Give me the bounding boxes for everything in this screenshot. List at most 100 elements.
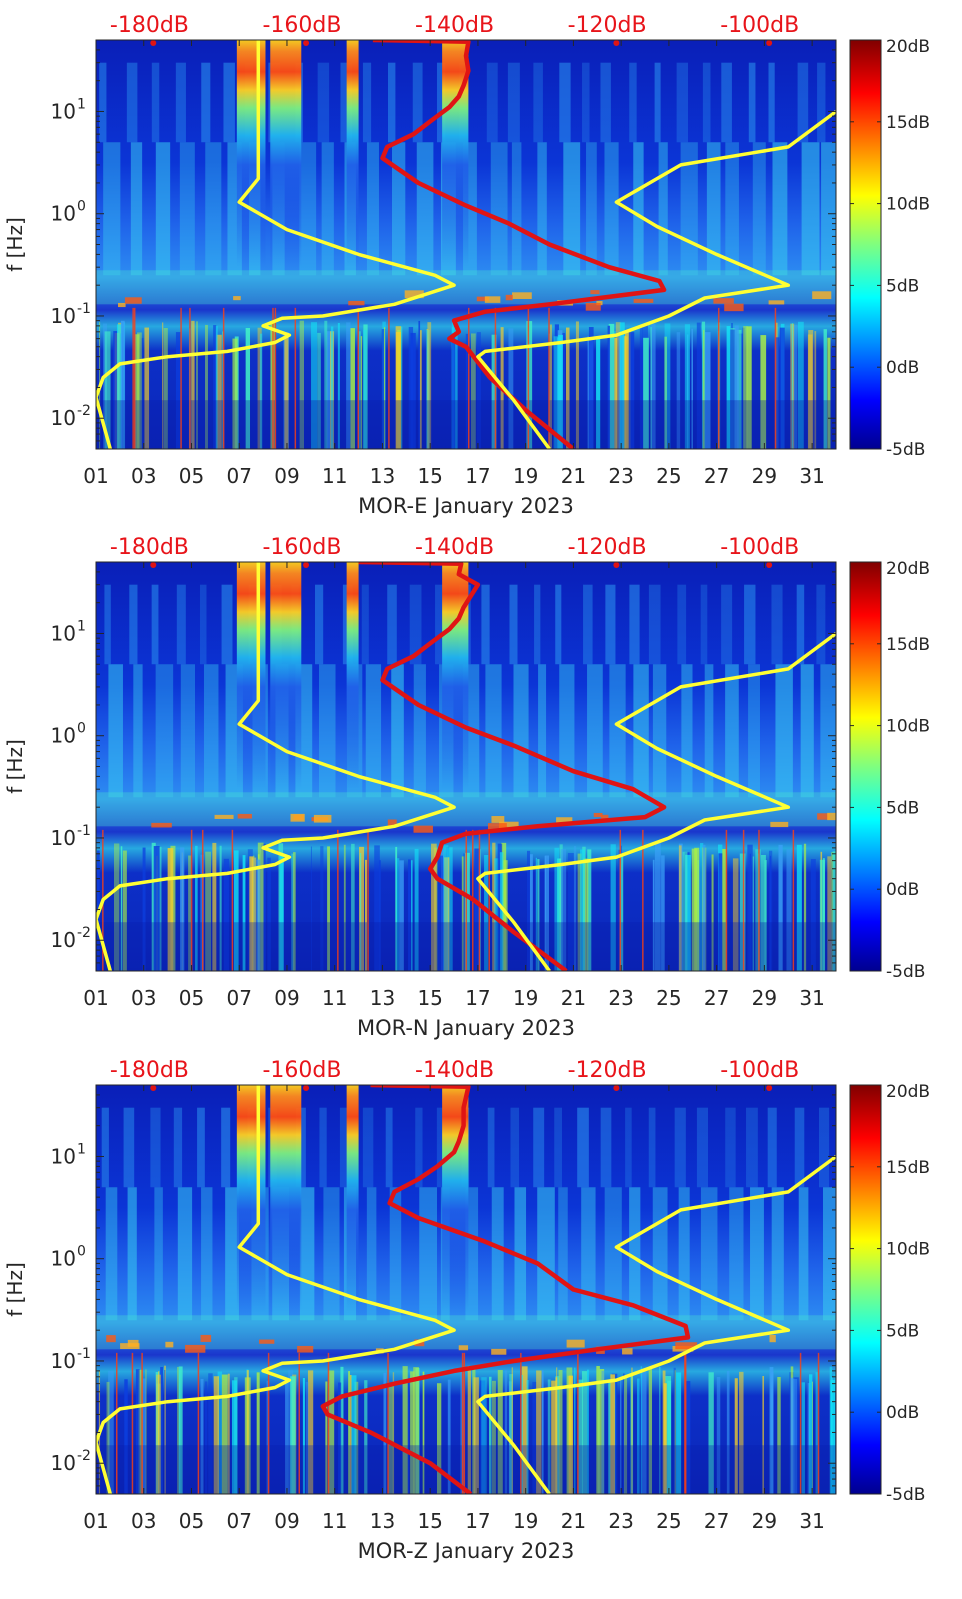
top-db-label: -100dB	[720, 13, 799, 38]
y-tick-exponent: -2	[77, 925, 91, 941]
y-tick-label: 10	[51, 826, 76, 850]
series-line-yellow-noise-model-high	[476, 110, 836, 449]
top-db-label: -100dB	[720, 1058, 799, 1083]
x-tick-label: 27	[704, 986, 729, 1010]
high-energy-band	[442, 562, 469, 790]
x-tick-label: 25	[656, 464, 681, 488]
series-line-yellow-noise-model-low	[96, 562, 456, 971]
x-tick-label: 31	[799, 986, 824, 1010]
colorbar-tick-label: 20dB	[886, 1082, 930, 1102]
x-tick-label: 13	[370, 1509, 395, 1533]
high-energy-band	[442, 40, 469, 268]
y-tick-exponent: -2	[77, 1448, 91, 1464]
top-db-label: -180dB	[110, 1058, 189, 1083]
x-axis-label: MOR-N January 2023	[357, 1016, 575, 1040]
y-tick-exponent: 0	[77, 721, 86, 737]
y-tick-exponent: -2	[77, 403, 91, 419]
x-tick-label: 27	[704, 464, 729, 488]
top-db-label: -180dB	[110, 535, 189, 560]
colorbar-tick-label: 5dB	[886, 798, 919, 818]
x-tick-label: 25	[656, 986, 681, 1010]
high-energy-band	[236, 562, 266, 790]
x-tick-label: 05	[179, 986, 204, 1010]
colorbar-tick-label: 10dB	[886, 717, 930, 737]
x-tick-label: 01	[83, 986, 108, 1010]
top-marker	[613, 562, 620, 568]
x-tick-label: 05	[179, 1509, 204, 1533]
y-axis-label: f [Hz]	[3, 1262, 27, 1317]
top-db-label: -140dB	[415, 13, 494, 38]
top-marker	[766, 1085, 773, 1091]
heatmap-texture	[96, 562, 836, 971]
x-tick-label: 11	[322, 1509, 347, 1533]
x-tick-label: 07	[226, 1509, 251, 1533]
high-energy-band	[346, 40, 359, 268]
colorbar-tick-label: 5dB	[886, 1321, 919, 1341]
colorbar-tick-label: 0dB	[886, 880, 919, 900]
x-tick-label: 15	[417, 464, 442, 488]
y-axis-label: f [Hz]	[3, 217, 27, 272]
top-db-label: -120dB	[568, 535, 647, 560]
colorbar	[849, 1084, 882, 1495]
y-tick-exponent: 1	[77, 618, 86, 634]
y-tick-label: 10	[51, 1451, 76, 1475]
x-tick-label: 19	[513, 986, 538, 1010]
colorbar	[849, 561, 882, 972]
x-tick-label: 21	[561, 464, 586, 488]
x-tick-label: 27	[704, 1509, 729, 1533]
colorbar-tick-label: 20dB	[886, 559, 930, 579]
x-tick-label: 15	[417, 986, 442, 1010]
x-tick-label: 09	[274, 986, 299, 1010]
top-marker	[766, 562, 773, 568]
x-tick-label: 17	[465, 1509, 490, 1533]
x-axis-label: MOR-Z January 2023	[358, 1539, 575, 1563]
x-tick-label: 05	[179, 464, 204, 488]
x-tick-label: 29	[752, 464, 777, 488]
x-tick-label: 19	[513, 1509, 538, 1533]
top-db-label: -180dB	[110, 13, 189, 38]
top-db-label: -160dB	[262, 1058, 341, 1083]
x-tick-label: 17	[465, 986, 490, 1010]
top-marker	[613, 1085, 620, 1091]
x-tick-label: 03	[131, 1509, 156, 1533]
x-tick-label: 17	[465, 464, 490, 488]
x-tick-label: 29	[752, 1509, 777, 1533]
x-tick-label: 01	[83, 1509, 108, 1533]
x-tick-label: 31	[799, 464, 824, 488]
colorbar-tick-label: 0dB	[886, 358, 919, 378]
y-axis-label: f [Hz]	[3, 739, 27, 794]
y-tick-exponent: 0	[77, 1244, 86, 1260]
y-tick-label: 10	[51, 724, 76, 748]
x-tick-label: 19	[513, 464, 538, 488]
y-tick-label: 10	[51, 928, 76, 952]
series-line-yellow-noise-model-low	[96, 40, 456, 449]
series-line-yellow-noise-model-low	[96, 1085, 456, 1494]
y-tick-exponent: -1	[77, 1346, 91, 1362]
x-tick-label: 23	[608, 1509, 633, 1533]
x-tick-label: 23	[608, 464, 633, 488]
y-tick-label: 10	[51, 304, 76, 328]
top-db-label: -160dB	[262, 13, 341, 38]
top-marker	[303, 1085, 310, 1091]
x-axis-label: MOR-E January 2023	[358, 494, 574, 518]
x-tick-label: 11	[322, 464, 347, 488]
high-energy-band	[236, 40, 266, 268]
colorbar-tick-label: 10dB	[886, 1240, 930, 1260]
x-tick-label: 15	[417, 1509, 442, 1533]
top-marker	[150, 562, 157, 568]
y-tick-label: 10	[51, 1144, 76, 1168]
y-tick-label: 10	[51, 406, 76, 430]
series-line-red-measured-psd	[358, 562, 667, 971]
colorbar-tick-label: 15dB	[886, 635, 930, 655]
y-tick-exponent: -1	[77, 823, 91, 839]
y-tick-label: 10	[51, 99, 76, 123]
series-line-yellow-noise-model-high	[476, 632, 836, 971]
y-tick-label: 10	[51, 1349, 76, 1373]
top-db-label: -160dB	[262, 535, 341, 560]
x-tick-label: 21	[561, 986, 586, 1010]
top-db-label: -120dB	[568, 13, 647, 38]
series-line-red-measured-psd	[320, 1085, 691, 1494]
